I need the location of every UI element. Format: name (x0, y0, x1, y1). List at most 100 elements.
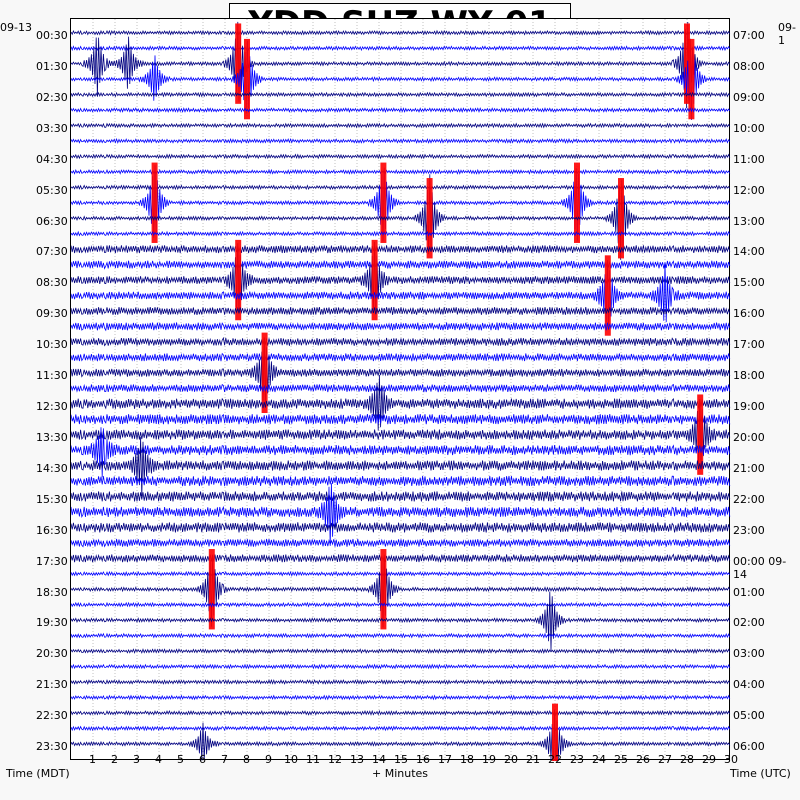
trace-9 (71, 168, 731, 175)
trace-43 (71, 694, 731, 701)
left-tick-label: 01:30 (36, 59, 68, 73)
minute-tick-label: 27 (658, 753, 672, 766)
left-tick-label: 11:30 (36, 369, 68, 383)
clipped-event-16-1 (371, 239, 378, 321)
right-tick-label: 07:00 (733, 29, 765, 42)
clipped-event-17-0 (604, 255, 611, 336)
left-tick-label: 04:30 (36, 152, 68, 166)
minute-tick-label: 8 (243, 753, 250, 766)
trace-17 (71, 260, 731, 328)
trace-15 (71, 260, 731, 270)
trace-25 (71, 413, 731, 425)
right-tick-label: 05:00 (733, 709, 765, 723)
right-tick-label: 03:00 (733, 647, 765, 661)
trace-4 (71, 91, 731, 98)
right-tick-label: 14:00 (733, 245, 765, 259)
right-tick-label: 19:00 (733, 400, 765, 413)
left-tick-label: 15:30 (36, 492, 68, 506)
trace-44 (71, 709, 731, 716)
right-tick-label: 06:00 (733, 740, 765, 754)
trace-46 (71, 709, 731, 761)
x-axis-label: + Minutes (372, 767, 429, 780)
trace-2 (71, 21, 731, 109)
minute-tick-label: 10 (284, 753, 298, 766)
left-tick-label: 07:30 (36, 245, 68, 259)
minute-tick-label: 20 (504, 753, 518, 766)
left-tick-label: 19:30 (36, 616, 68, 630)
trace-5 (71, 107, 731, 114)
trace-26 (71, 398, 731, 469)
minute-tick-label: 3 (133, 753, 140, 766)
right-tick-label: 23:00 (733, 523, 765, 537)
trace-21 (71, 352, 731, 362)
left-tick-label: 16:30 (36, 523, 68, 537)
left-tick-label: 20:30 (36, 647, 68, 661)
trace-28 (71, 437, 731, 497)
trace-3 (71, 40, 731, 121)
clipped-event-12-1 (618, 178, 624, 259)
trace-6 (71, 122, 731, 129)
trace-18 (71, 306, 731, 316)
right-tick-label: 15:00 (733, 276, 765, 290)
minute-tick-label: 1 (89, 753, 96, 766)
left-tick-label: 10:30 (36, 338, 68, 352)
minute-tick-label: 14 (372, 753, 386, 766)
minute-tick-label: 30 (724, 753, 738, 766)
trace-23 (71, 383, 731, 393)
minute-tick-label: 7 (221, 753, 228, 766)
trace-42 (71, 679, 731, 686)
trace-11 (71, 165, 731, 242)
minute-tick-label: 24 (592, 753, 606, 766)
minute-tick-label: 12 (328, 753, 342, 766)
trace-41 (71, 663, 731, 670)
trace-39 (71, 632, 731, 639)
clipped-event-36-0 (208, 549, 215, 630)
right-tick-label: 04:00 (733, 678, 765, 692)
left-tick-label: 02:30 (36, 90, 68, 104)
trace-40 (71, 648, 731, 654)
minute-tick-label: 26 (636, 753, 650, 766)
trace-35 (71, 570, 731, 577)
left-date-label: 09-13 (0, 21, 32, 34)
helicorder-plot (70, 18, 731, 761)
clipped-event-2-3 (684, 23, 690, 104)
left-tick-label: 21:30 (36, 678, 68, 692)
left-tick-label: 17:30 (36, 554, 68, 568)
left-tick-label: 06:30 (36, 214, 68, 228)
left-tick-label: 05:30 (36, 183, 68, 197)
right-tick-label: 18:00 (733, 369, 765, 383)
right-tick-label: 22:00 (733, 492, 765, 506)
trace-0 (71, 29, 731, 36)
minute-tick-label: 4 (155, 753, 162, 766)
trace-19 (71, 321, 731, 332)
minute-tick-label: 9 (265, 753, 272, 766)
minute-tick-label: 22 (548, 753, 562, 766)
left-tick-label: 03:30 (36, 121, 68, 135)
left-tick-label: 14:30 (36, 461, 68, 475)
minute-tick-label: 6 (199, 753, 206, 766)
right-tick-label: 11:00 (733, 152, 765, 166)
trace-37 (71, 601, 731, 608)
minute-tick-label: 21 (526, 753, 540, 766)
right-tick-label: 17:00 (733, 338, 765, 352)
trace-34 (71, 553, 731, 563)
left-tick-label: 08:30 (36, 276, 68, 290)
clipped-event-3-2 (688, 38, 695, 120)
right-tick-label: 20:00 (733, 430, 765, 444)
minute-tick-label: 23 (570, 753, 584, 766)
minute-tick-label: 28 (680, 753, 694, 766)
trace-16 (71, 241, 731, 314)
minute-tick-label: 2 (111, 753, 118, 766)
trace-1 (71, 45, 731, 52)
trace-27 (71, 427, 731, 478)
clipped-event-26-0 (697, 394, 704, 475)
helicorder-traces (71, 19, 731, 761)
clipped-event-2-2 (235, 23, 242, 104)
clipped-event-11-2 (574, 162, 580, 243)
trace-24 (71, 374, 731, 431)
left-tick-label: 22:30 (36, 709, 68, 723)
minute-tick-label: 19 (482, 753, 496, 766)
minute-tick-label: 18 (460, 753, 474, 766)
clipped-event-11-1 (380, 162, 387, 243)
clipped-event-46-0 (552, 703, 558, 761)
